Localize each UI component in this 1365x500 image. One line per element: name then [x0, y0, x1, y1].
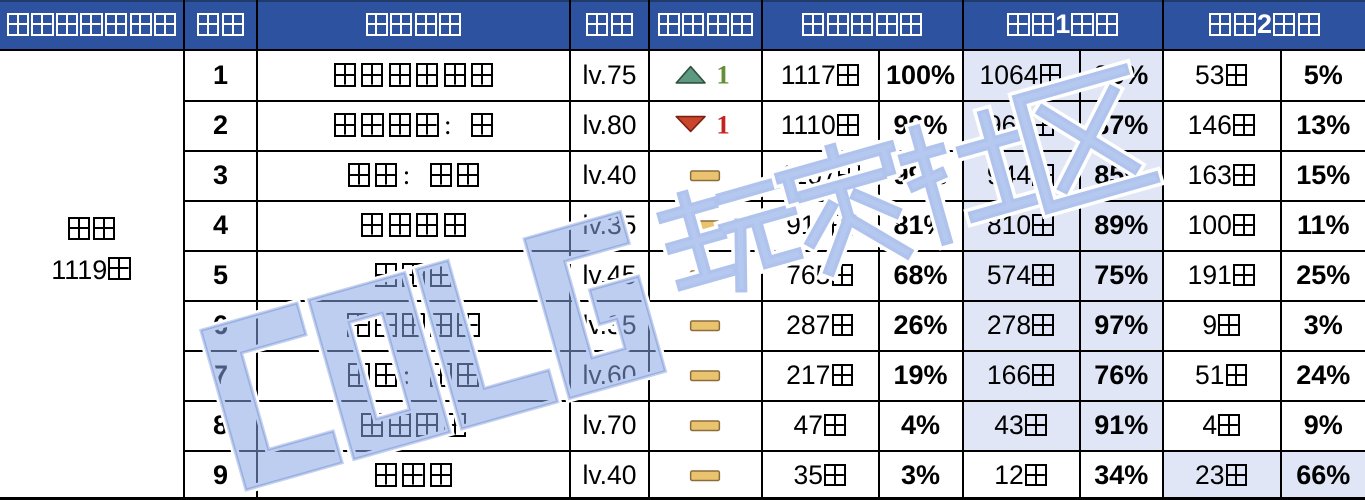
svg-text:1: 1	[716, 59, 729, 89]
svg-text:1: 1	[716, 109, 729, 139]
